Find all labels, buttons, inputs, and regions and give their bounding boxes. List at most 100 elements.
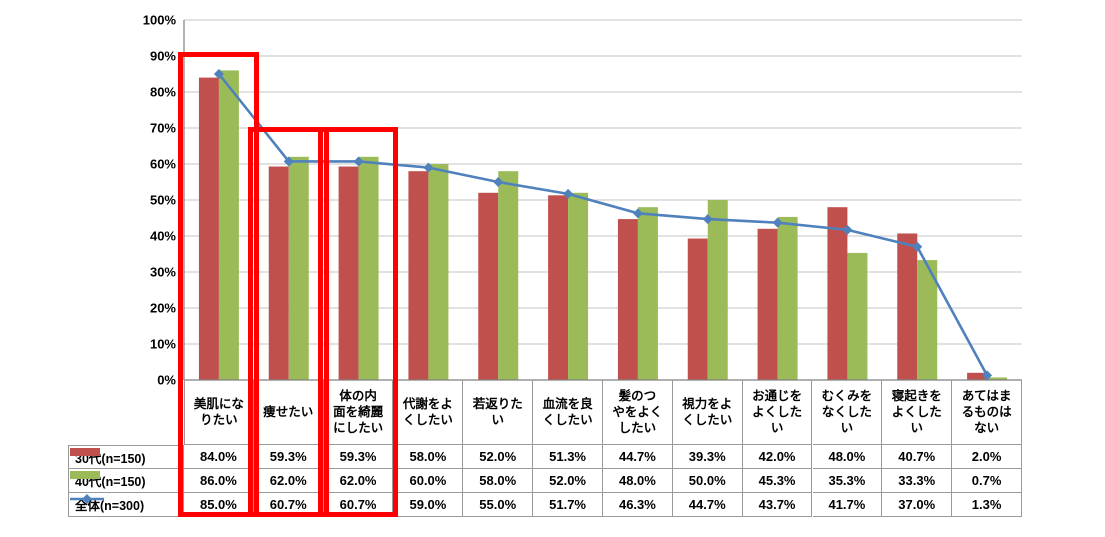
value-cell: 2.0% <box>952 445 1022 469</box>
y-axis-tick-label: 0% <box>157 373 176 388</box>
value-cell: 62.0% <box>253 469 324 493</box>
category-header-cell: 痩せたい <box>253 380 324 445</box>
y-axis-tick-label: 90% <box>150 49 176 64</box>
legend-bar-swatch <box>70 471 100 479</box>
bar-series-1 <box>408 171 429 380</box>
value-cell: 33.3% <box>882 469 953 493</box>
value-cell: 40.7% <box>882 445 953 469</box>
overall-marker-diamond <box>283 156 294 167</box>
overall-marker-diamond <box>563 188 574 199</box>
value-cell: 59.0% <box>393 493 464 517</box>
y-axis-tick-label: 60% <box>150 157 176 172</box>
y-axis-tick-label: 10% <box>150 337 176 352</box>
category-header-cell: 若返りた い <box>463 380 534 445</box>
value-cell: 37.0% <box>882 493 953 517</box>
overall-marker-diamond <box>423 162 434 173</box>
value-cell: 86.0% <box>184 469 254 493</box>
overall-marker-diamond <box>632 208 643 219</box>
bar-series-1 <box>478 192 499 380</box>
category-header-cell: あてはま るものは ない <box>952 380 1022 445</box>
value-cell: 43.7% <box>742 493 813 517</box>
bar-series-2 <box>568 192 589 380</box>
value-cell: 58.0% <box>463 469 534 493</box>
value-cell: 59.3% <box>323 445 394 469</box>
bar-series-2 <box>358 156 379 380</box>
value-cell: 46.3% <box>603 493 673 517</box>
value-cell: 55.0% <box>463 493 534 517</box>
value-cell: 58.0% <box>393 445 464 469</box>
y-axis-tick-label: 80% <box>150 85 176 100</box>
bar-series-2 <box>288 156 309 380</box>
category-header-cell: 代謝をよ くしたい <box>393 380 464 445</box>
y-axis-tick-label: 50% <box>150 193 176 208</box>
value-cell: 60.0% <box>393 469 464 493</box>
bar-series-1 <box>548 195 569 380</box>
y-axis-tick-label: 30% <box>150 265 176 280</box>
value-cell: 60.7% <box>253 493 324 517</box>
plot-area: 0% 10% 20% 30% 40% 50% 60% 70% 80% 90% 100% <box>143 13 1022 388</box>
category-header-cell: むくみを なくした い <box>812 380 883 445</box>
bar-series-2 <box>218 70 239 381</box>
value-cell: 1.3% <box>952 493 1022 517</box>
value-cell: 35.3% <box>812 469 883 493</box>
category-header-cell: 寝起きを よくした い <box>882 380 953 445</box>
value-cell: 51.3% <box>533 445 603 469</box>
bar-series-2 <box>428 164 449 380</box>
bar-series-2 <box>637 207 658 380</box>
value-cell: 52.0% <box>463 445 534 469</box>
value-cell: 52.0% <box>533 469 603 493</box>
category-header-cell: 髪のつ やをよく したい <box>603 380 673 445</box>
overall-marker-diamond <box>493 177 504 187</box>
legend-line-marker <box>70 494 104 504</box>
overall-marker-diamond <box>702 214 713 225</box>
bar-series-2 <box>777 216 798 380</box>
bar-series-1 <box>198 77 219 380</box>
series-row-label: 40代(n=150) <box>68 469 184 493</box>
category-header-cell: 体の内 面を綺麗 にしたい <box>323 380 394 445</box>
legend-bar-swatch <box>70 448 100 456</box>
y-axis-tick-label: 70% <box>150 121 176 136</box>
value-cell: 44.7% <box>672 493 743 517</box>
bar-series-2 <box>917 260 938 380</box>
value-cell: 0.7% <box>952 469 1022 493</box>
bar-series-1 <box>827 207 848 380</box>
overall-marker-diamond <box>982 370 993 381</box>
value-cell: 44.7% <box>603 445 673 469</box>
value-cell: 59.3% <box>253 445 324 469</box>
bar-series-2 <box>498 171 519 380</box>
bar-series-1 <box>757 228 778 380</box>
overall-line <box>217 73 989 376</box>
series-row-label: 全体(n=300) <box>68 493 184 517</box>
overall-marker-diamond <box>213 69 224 79</box>
category-header-cell: 美肌にな りたい <box>184 380 254 445</box>
value-cell: 39.3% <box>672 445 743 469</box>
bar-series-1 <box>967 372 988 380</box>
value-cell: 48.0% <box>603 469 673 493</box>
bar-series-1 <box>897 233 918 380</box>
value-cell: 62.0% <box>323 469 394 493</box>
bar-series-2 <box>987 377 1008 380</box>
bar-series-2 <box>847 252 868 380</box>
value-cell: 41.7% <box>812 493 883 517</box>
overall-marker-diamond <box>353 156 364 167</box>
bar-series-1 <box>268 166 289 380</box>
value-cell: 85.0% <box>184 493 254 517</box>
y-axis-tick-label: 20% <box>150 301 176 316</box>
category-header-cell: お通じを よくした い <box>742 380 813 445</box>
y-axis-tick-label: 40% <box>150 229 176 244</box>
value-cell: 48.0% <box>812 445 883 469</box>
bar-series-1 <box>338 166 359 380</box>
value-cell: 84.0% <box>184 445 254 469</box>
value-cell: 45.3% <box>742 469 813 493</box>
bar-series-1 <box>617 219 638 380</box>
series-name: 全体(n=300) <box>75 499 145 513</box>
y-axis-tick-label: 100% <box>143 13 177 28</box>
overall-marker-diamond <box>912 241 923 252</box>
overall-marker-diamond <box>842 224 853 235</box>
value-cell: 60.7% <box>323 493 394 517</box>
category-header-cell: 視力をよ くしたい <box>672 380 743 445</box>
series-row-label: 30代(n=150) <box>68 445 184 469</box>
category-header-cell: 血流を良 くしたい <box>533 380 603 445</box>
bar-series-2 <box>707 200 728 380</box>
value-cell: 51.7% <box>533 493 603 517</box>
